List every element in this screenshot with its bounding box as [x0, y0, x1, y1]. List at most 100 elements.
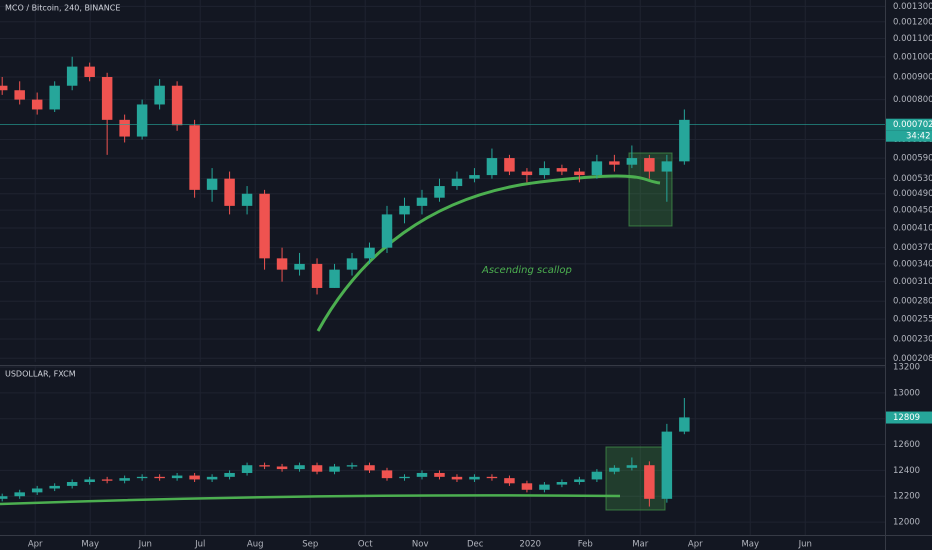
candle-body	[66, 482, 78, 486]
x-tick-label: Apr	[28, 540, 43, 550]
candles	[0, 56, 885, 507]
candle-body	[434, 472, 445, 477]
candle-body	[119, 119, 130, 137]
candle-body	[294, 263, 305, 270]
candle-body	[294, 465, 305, 470]
x-tick-label: Dec	[467, 540, 484, 550]
candle-body	[0, 85, 8, 91]
candle-body	[259, 193, 270, 259]
candle-body	[101, 479, 113, 481]
candle-body	[644, 158, 655, 172]
candle-body	[521, 171, 533, 176]
candle-body	[434, 186, 445, 198]
candle-body	[31, 488, 43, 493]
candle-body	[171, 85, 183, 126]
candle-body	[451, 476, 463, 480]
y-tick-label: 13200	[893, 363, 920, 373]
highlight-box	[605, 446, 666, 511]
candle-body	[364, 247, 375, 259]
candle-body	[469, 476, 480, 480]
candle-body	[329, 269, 340, 288]
y-tick-label: 12400	[893, 466, 920, 476]
candle-body	[206, 476, 218, 480]
x-tick-label: Nov	[412, 540, 429, 550]
countdown: 34:42	[906, 132, 931, 142]
candle-body	[486, 476, 498, 479]
candle-body	[504, 478, 515, 484]
candle-body	[311, 263, 323, 288]
candle-body	[259, 465, 270, 467]
candle-body	[224, 178, 235, 206]
x-tick-label: Sep	[302, 540, 318, 550]
candle-body	[591, 161, 603, 176]
candle-body	[609, 161, 620, 165]
x-tick-label: Jun	[138, 540, 152, 550]
x-tick-label: Aug	[247, 540, 264, 550]
x-tick-label: May	[741, 540, 759, 550]
candle-body	[679, 119, 690, 162]
candle-body	[661, 161, 673, 172]
x-tick-label: Jul	[194, 540, 205, 550]
candle-body	[346, 465, 358, 467]
annotation: Ascending scallop	[481, 265, 572, 276]
candle-body	[119, 478, 130, 481]
candle-body	[679, 417, 690, 432]
candle-body	[224, 472, 235, 477]
candle-body	[189, 125, 200, 190]
candle-body	[346, 258, 358, 270]
candle-body	[311, 465, 323, 472]
candle-body	[241, 465, 253, 473]
candle-body	[49, 485, 60, 489]
candle-body	[626, 158, 638, 165]
last-price-badge	[886, 118, 932, 131]
candle-body	[136, 476, 148, 479]
candle-body	[241, 193, 253, 206]
x-tick-label: Jun	[798, 540, 812, 550]
candle-body	[84, 479, 95, 483]
candle-body	[276, 466, 288, 470]
x-tick-label: Oct	[358, 540, 373, 550]
y-tick-label: 12200	[893, 492, 920, 502]
candle-body	[556, 168, 568, 172]
candle-body	[66, 66, 78, 86]
candle-body	[14, 492, 25, 497]
candle-body	[49, 85, 60, 110]
candle-body	[399, 476, 410, 479]
candle-body	[521, 483, 533, 490]
candle-body	[171, 475, 183, 479]
trend-line	[0, 494, 621, 506]
candle-body	[486, 158, 498, 176]
candle-body	[154, 476, 165, 479]
candle-body	[189, 475, 200, 480]
last-price-label: 0.0007020	[893, 120, 932, 130]
last-price-label: 12809	[893, 413, 920, 423]
candle-body	[416, 472, 428, 477]
candle-body	[556, 482, 568, 485]
candle-body	[136, 104, 148, 137]
y-tick-label: 13000	[893, 388, 920, 398]
candle-body	[661, 431, 673, 499]
candle-body	[609, 467, 620, 472]
candle-body	[574, 479, 585, 483]
candle-body	[101, 76, 113, 120]
countdown-badge	[886, 130, 932, 142]
candle-body	[504, 158, 515, 172]
candle-body	[644, 465, 655, 499]
candle-body	[381, 214, 393, 248]
chart-title: MCO / Bitcoin, 240, BINANCE	[5, 4, 120, 13]
candle-body	[626, 465, 638, 468]
